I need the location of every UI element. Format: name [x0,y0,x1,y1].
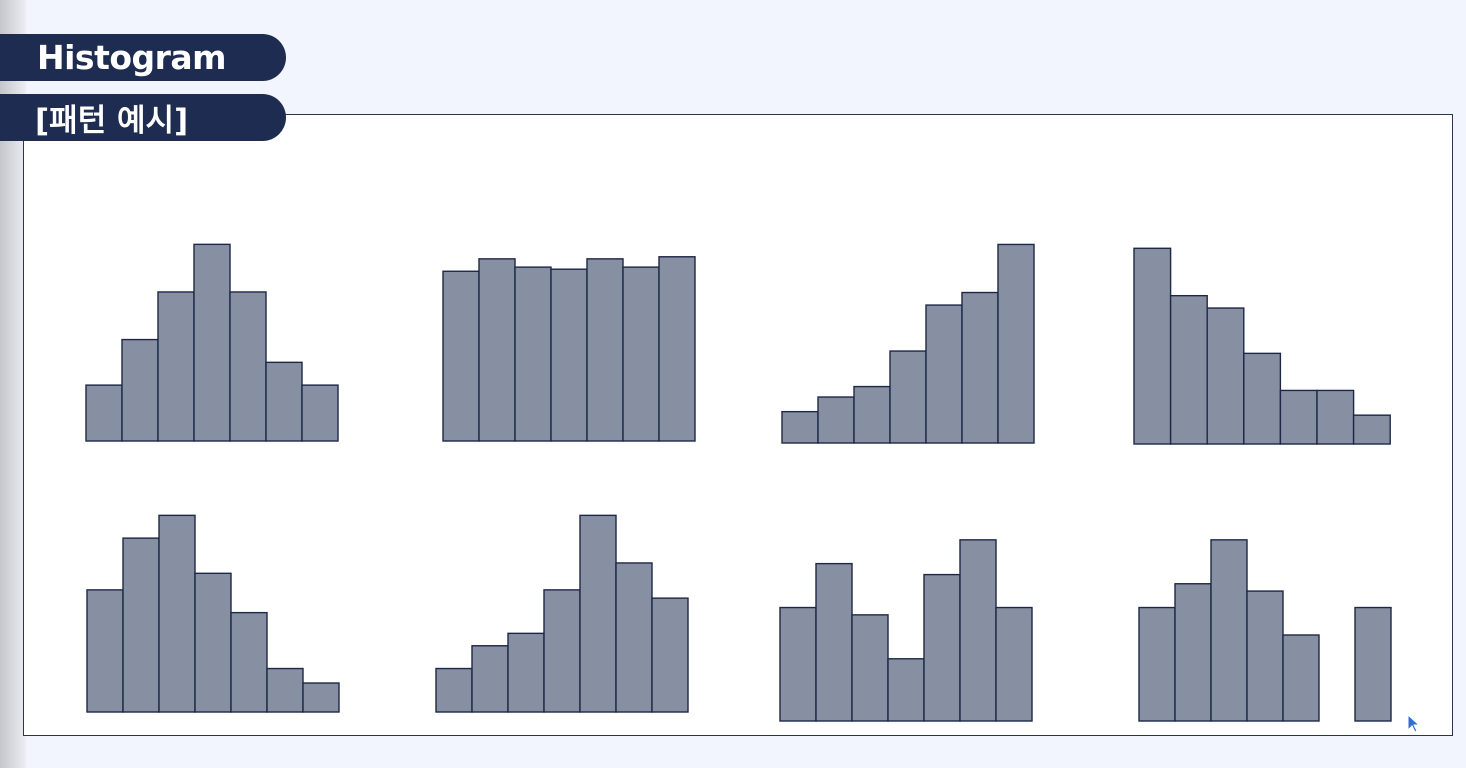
histogram-bar [781,410,819,444]
histogram-bar [85,384,123,442]
histogram-bar [1133,247,1172,445]
histogram-bar [514,266,552,442]
histogram-pattern-6 [435,514,689,713]
page-title: Histogram [0,34,286,81]
histogram-bar [615,562,653,713]
histogram-bar [266,667,304,713]
histogram-bar [1279,389,1318,445]
histogram-bar [851,614,889,722]
histogram-bar [1316,389,1355,445]
histogram-bar [86,589,124,713]
histogram-bar [995,606,1033,722]
histogram-bar [194,572,232,713]
histogram-pattern-8 [1138,539,1392,722]
histogram-bar [471,645,509,713]
histogram-bar [229,291,267,442]
histogram-bar [817,396,855,444]
histogram-bar [1246,590,1284,722]
histogram-bar [158,514,196,713]
histogram-bar [997,243,1035,444]
histogram-bar [302,682,340,713]
histogram-bar [442,270,480,442]
histogram-bar [157,291,195,442]
histogram-bar [853,385,891,444]
histogram-bar [889,350,927,444]
histogram-bar [1138,606,1176,722]
histogram-bar [923,573,961,722]
histogram-bar [121,338,159,442]
histogram-bar [925,304,963,444]
section-subtitle: [패턴 예시] [0,94,286,141]
histogram-bar [1352,414,1391,445]
histogram-bar [435,667,473,713]
histogram-bar [478,258,516,442]
histogram-bar [550,268,588,442]
histogram-bar [1282,634,1320,722]
histogram-bar [1354,606,1392,722]
histogram-bar [1206,307,1245,445]
histogram-bar [193,243,231,442]
histogram-bar [579,514,617,713]
histogram-bar [543,589,581,713]
histogram-pattern-5 [86,514,340,713]
histogram-pattern-4 [1133,247,1391,445]
histogram-pattern-2 [442,256,696,442]
histogram-bar [265,361,303,442]
histogram-bar [301,384,339,442]
histogram-bar [122,537,160,713]
histogram-bar [586,258,624,442]
histogram-bar [961,291,999,444]
histogram-bar [230,611,268,713]
histogram-bar [887,658,925,722]
histogram-bar [1210,539,1248,722]
histogram-pattern-1 [85,243,339,442]
histogram-bar [1243,352,1282,445]
histogram-bar [507,632,545,713]
mouse-pointer-icon [1407,714,1421,733]
histogram-bar [651,597,689,713]
histogram-bar [658,256,696,442]
histogram-bar [815,562,853,722]
histogram-pattern-3 [781,243,1035,444]
histogram-bar [779,606,817,722]
histogram-pattern-7 [779,539,1033,722]
histogram-bar [1174,583,1212,722]
histogram-bar [1169,294,1208,445]
histogram-bar [622,266,660,442]
histogram-bar [959,539,997,722]
